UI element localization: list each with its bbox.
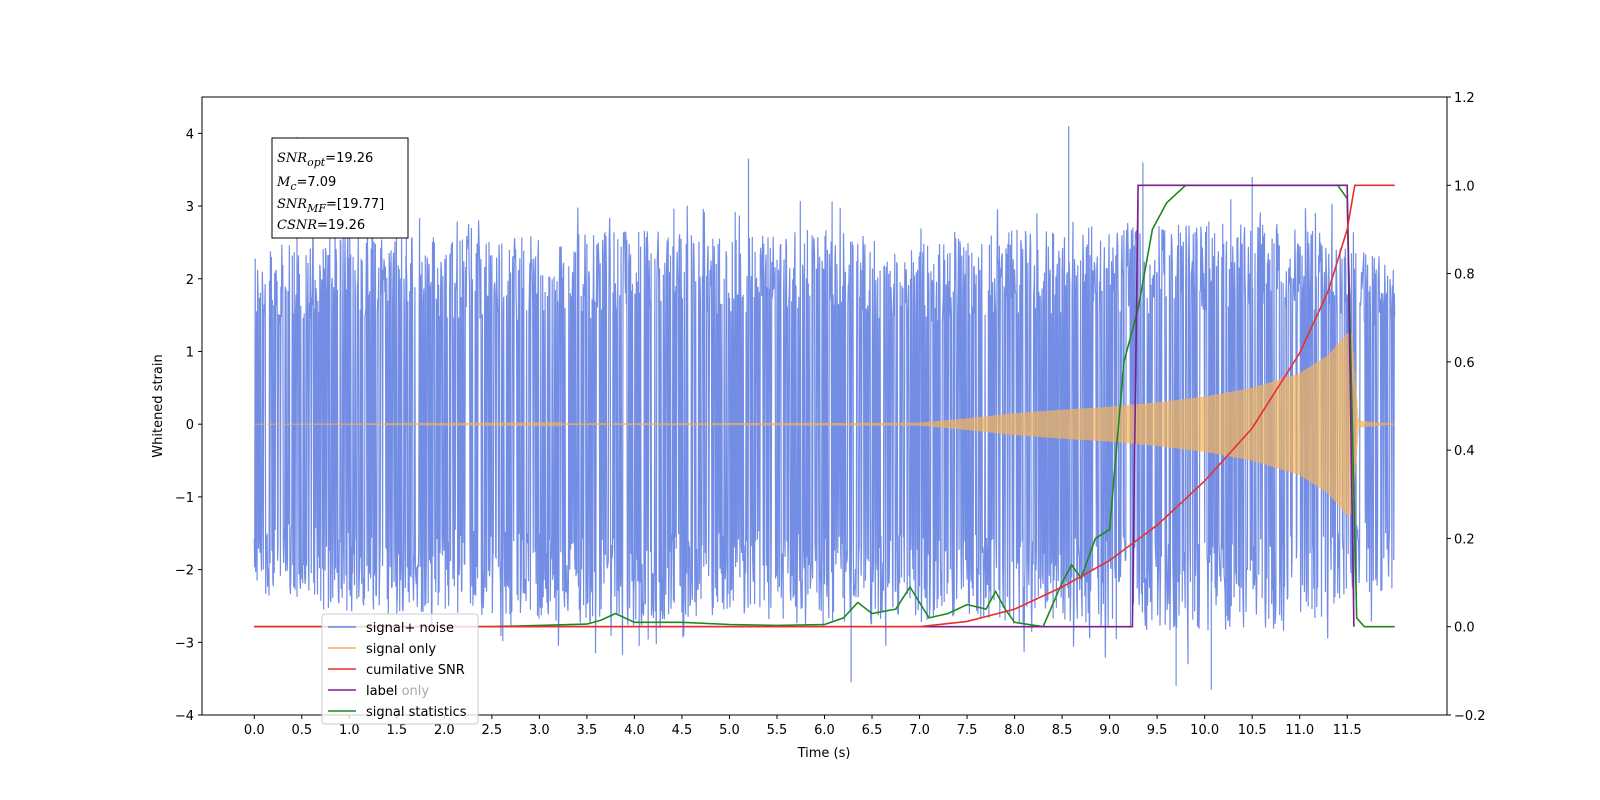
legend-label: signal+ noise	[366, 621, 454, 636]
x-tick-label: 4.5	[672, 723, 693, 738]
series-signal-only	[254, 333, 1395, 516]
annotation-box	[271, 137, 409, 239]
x-tick-label: 9.5	[1147, 723, 1168, 738]
x-tick-label: 5.5	[767, 723, 788, 738]
x-axis: 0.0 0.5 1.0 1.5 2.0 2.5 3.0 3.5 4.0 4.5 5.0 5.5 6.0 6…	[244, 715, 1362, 738]
series-signal-noise	[253, 126, 1396, 690]
x-tick-label: 11.0	[1285, 723, 1314, 738]
y-left-tick-label: 3	[186, 200, 194, 215]
x-tick-label: 4.0	[624, 723, 645, 738]
x-tick-label: 8.5	[1052, 723, 1073, 738]
x-tick-label: 2.5	[482, 723, 503, 738]
legend-label: label	[366, 684, 397, 699]
y-left-tick-label: 2	[186, 273, 194, 288]
x-tick-label: 0.5	[291, 723, 312, 738]
y-axis-right: −0.2 0.0 0.2 0.4 0.6 0.8 1.0 1.2	[1447, 91, 1486, 724]
y-right-tick-label: 0.4	[1454, 444, 1475, 459]
annotation-chirp-mass: Mc=7.09	[276, 175, 336, 193]
legend-label: signal statistics	[366, 705, 467, 720]
plot-area	[253, 126, 1396, 690]
y-axis-left: −4 −3 −2 −1 0 1 2 3 4	[175, 127, 202, 724]
x-tick-label: 10.0	[1190, 723, 1219, 738]
y-right-tick-label: 0.8	[1454, 268, 1475, 283]
annotation-csnr: CSNR=19.26	[277, 218, 365, 233]
y-right-tick-label: 0.6	[1454, 356, 1475, 371]
y-left-tick-label: −2	[175, 564, 194, 579]
y-right-tick-label: 0.2	[1454, 532, 1475, 547]
x-tick-label: 1.5	[386, 723, 407, 738]
y-left-tick-label: −3	[175, 636, 194, 651]
y-left-tick-label: −1	[175, 491, 194, 506]
y-left-tick-label: 0	[186, 418, 194, 433]
y-right-tick-label: −0.2	[1454, 709, 1486, 724]
x-tick-label: 2.0	[434, 723, 455, 738]
annotation-snr-mf: SNRMF=[19.77]	[277, 197, 384, 215]
x-tick-label: 6.5	[862, 723, 883, 738]
y-left-tick-label: 1	[186, 345, 194, 360]
legend-label: cumilative SNR	[366, 663, 465, 678]
x-tick-label: 7.5	[957, 723, 978, 738]
x-tick-label: 10.5	[1238, 723, 1267, 738]
y-left-tick-label: −4	[175, 709, 194, 724]
x-tick-label: 5.0	[719, 723, 740, 738]
y-left-tick-label: 4	[186, 127, 194, 142]
x-tick-label: 1.0	[339, 723, 360, 738]
x-tick-label: 8.0	[1004, 723, 1025, 738]
y-right-tick-label: 1.0	[1454, 179, 1475, 194]
legend-label-hidden: label only	[366, 684, 429, 699]
y-axis-label: Whitened strain	[151, 354, 166, 457]
x-tick-label: 6.0	[814, 723, 835, 738]
x-tick-label: 3.5	[577, 723, 598, 738]
annotation-snr-opt: SNRopt=19.26	[277, 151, 373, 169]
y-right-tick-label: 0.0	[1454, 621, 1475, 636]
stats-annotation: SNRopt=19.26 Mc=7.09 SNRMF=[19.77] CSNR=…	[271, 137, 409, 239]
legend-label: signal only	[366, 642, 436, 657]
x-tick-label: 7.0	[909, 723, 930, 738]
x-tick-label: 3.0	[529, 723, 550, 738]
legend: signal+ noise signal only cumilative SNR la…	[321, 613, 479, 725]
legend-frame	[321, 613, 479, 725]
y-right-tick-label: 1.2	[1454, 91, 1475, 106]
x-tick-label: 0.0	[244, 723, 265, 738]
x-axis-label: Time (s)	[797, 746, 851, 761]
series-signal-statistics	[254, 184, 1395, 628]
series-cumilative-snr	[254, 184, 1395, 628]
x-tick-label: 11.5	[1333, 723, 1362, 738]
x-tick-label: 9.0	[1099, 723, 1120, 738]
